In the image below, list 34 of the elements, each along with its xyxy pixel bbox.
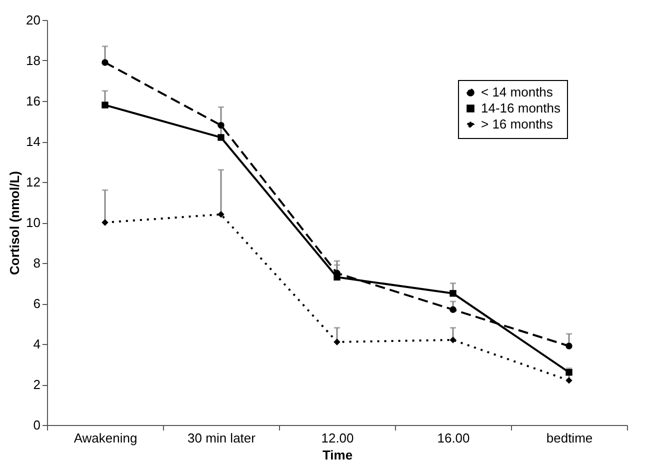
point (102, 219, 108, 226)
point (450, 306, 456, 313)
point (218, 211, 224, 218)
legend-label: > 16 months (481, 116, 554, 132)
x-tick-label: bedtime (546, 430, 593, 446)
point (566, 342, 572, 350)
y-tick-label: 18 (26, 53, 40, 68)
point (450, 290, 456, 297)
y-tick-label: 8 (33, 256, 40, 270)
y-axis-title: Cortisol (nmol/L) (7, 171, 22, 275)
legend-label: 14-16 months (481, 100, 561, 116)
y-tick-label: 14 (26, 134, 40, 149)
y-tick-label: 0 (33, 418, 40, 432)
point (450, 336, 456, 344)
point (102, 102, 108, 108)
y-tick-label: 6 (33, 296, 40, 311)
legend-label: < 14 months (481, 84, 554, 100)
point (102, 59, 108, 66)
x-tick-label: 30 min later (188, 430, 256, 446)
point (566, 377, 572, 384)
x-tick-label: Awakening (74, 430, 138, 446)
y-tick-label: 10 (26, 215, 40, 230)
point (218, 122, 224, 129)
point (334, 274, 340, 281)
x-tick-label: 12.00 (321, 430, 354, 446)
y-tick-label: 20 (26, 12, 40, 28)
y-tick-label: 2 (33, 377, 40, 392)
point (334, 338, 340, 346)
point (218, 134, 224, 141)
y-tick-label: 16 (26, 94, 40, 108)
y-tick-label: 12 (26, 174, 40, 190)
x-axis-title: Time (322, 448, 353, 462)
y-tick-label: 4 (33, 336, 40, 352)
x-tick-label: 16.00 (437, 430, 470, 446)
